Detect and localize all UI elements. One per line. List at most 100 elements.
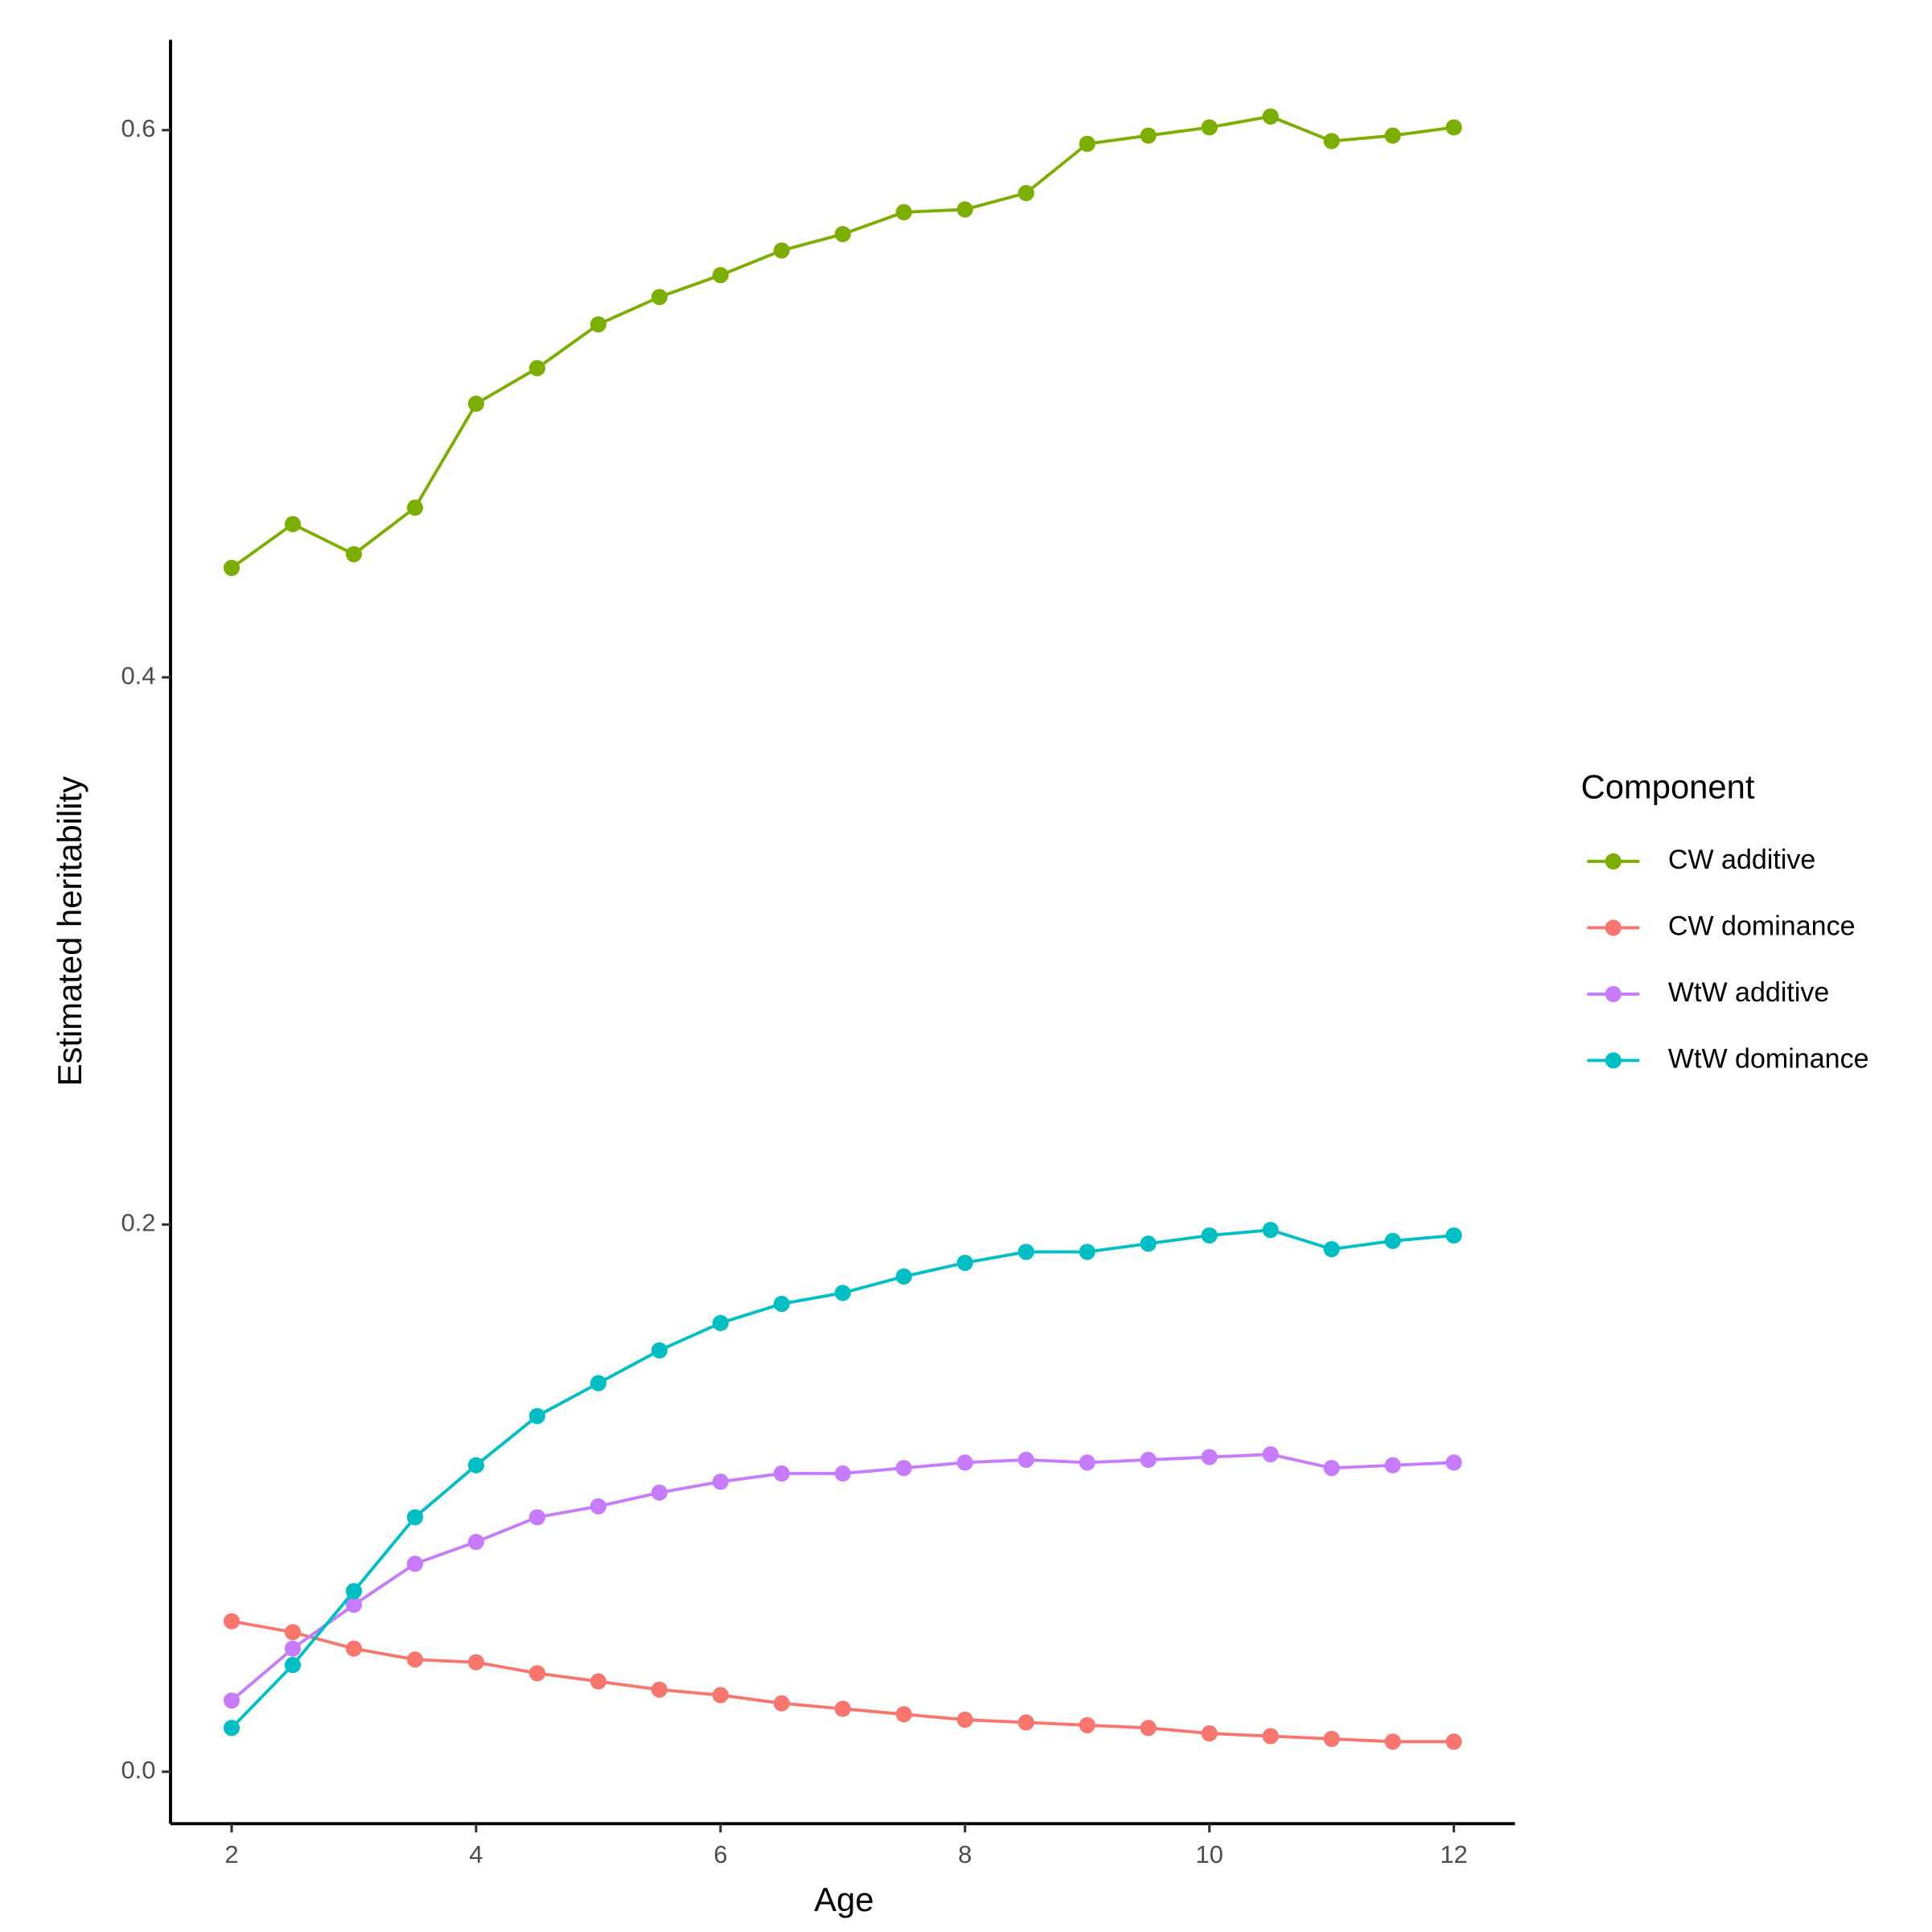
x-tick-label: 8 xyxy=(958,1840,972,1868)
data-point xyxy=(956,1254,973,1272)
data-point xyxy=(590,1673,606,1690)
data-point xyxy=(834,1700,851,1717)
data-point xyxy=(1140,127,1157,144)
data-point xyxy=(528,1665,545,1682)
data-point xyxy=(406,1556,424,1572)
data-point xyxy=(1262,1222,1279,1239)
data-point xyxy=(1323,1460,1340,1477)
data-point xyxy=(712,1474,729,1490)
series-line xyxy=(231,1619,1454,1744)
data-point xyxy=(651,1342,668,1359)
data-point xyxy=(467,395,484,412)
data-point xyxy=(406,1509,424,1526)
data-point xyxy=(1323,1240,1340,1258)
data-point xyxy=(345,1640,363,1657)
data-point xyxy=(284,516,302,532)
data-point xyxy=(712,1687,729,1704)
data-point xyxy=(1445,1733,1462,1750)
data-point xyxy=(1384,127,1401,144)
y-tick-label: 0.6 xyxy=(121,114,155,142)
data-point xyxy=(1017,1243,1034,1260)
data-point xyxy=(1017,1451,1034,1469)
x-tick-label: 6 xyxy=(713,1840,727,1868)
y-axis-label: Estimated heritability xyxy=(51,776,88,1086)
data-point xyxy=(528,360,545,376)
legend-marker xyxy=(1605,853,1622,870)
y-tick-label: 0.4 xyxy=(121,661,155,689)
data-point xyxy=(1445,1227,1462,1244)
data-point xyxy=(834,1285,851,1301)
data-point xyxy=(1079,1716,1095,1733)
data-point xyxy=(284,1640,302,1657)
data-point xyxy=(651,1681,668,1698)
data-point xyxy=(712,267,729,284)
data-point xyxy=(956,1712,973,1729)
data-point xyxy=(712,1314,729,1331)
data-point xyxy=(528,1408,545,1424)
data-point xyxy=(1445,1454,1462,1471)
legend-marker xyxy=(1605,919,1622,936)
data-point xyxy=(223,1613,240,1630)
data-point xyxy=(345,545,363,563)
legend-label: WtW dominance xyxy=(1668,1043,1869,1074)
data-point xyxy=(406,499,424,516)
data-point xyxy=(1140,1235,1157,1252)
data-point xyxy=(1384,1457,1401,1474)
data-point xyxy=(1201,1725,1218,1742)
data-point xyxy=(1445,119,1462,136)
data-point xyxy=(590,316,606,333)
data-point xyxy=(467,1654,484,1671)
x-tick-label: 12 xyxy=(1440,1840,1467,1868)
data-point xyxy=(1017,184,1034,202)
data-point xyxy=(895,1706,912,1723)
data-point xyxy=(467,1533,484,1551)
data-point xyxy=(651,1484,668,1501)
data-point xyxy=(1323,133,1340,150)
data-point xyxy=(1140,1720,1157,1737)
legend-marker xyxy=(1605,1052,1622,1069)
data-point xyxy=(956,201,973,218)
data-point xyxy=(590,1498,606,1515)
data-point xyxy=(223,559,240,577)
data-point xyxy=(773,1295,790,1313)
x-axis-label: Age xyxy=(814,1881,874,1918)
data-point xyxy=(1201,119,1218,136)
data-point xyxy=(895,1268,912,1285)
x-tick-label: 4 xyxy=(469,1840,483,1868)
data-point xyxy=(284,1657,302,1674)
data-point xyxy=(773,1465,790,1482)
data-point xyxy=(223,1720,240,1737)
data-point xyxy=(1323,1730,1340,1747)
data-point xyxy=(467,1457,484,1474)
y-tick-label: 0.0 xyxy=(121,1756,155,1784)
data-point xyxy=(651,289,668,306)
data-point xyxy=(834,225,851,243)
legend-marker xyxy=(1605,985,1622,1003)
data-point xyxy=(1079,1243,1095,1260)
data-point xyxy=(406,1651,424,1668)
data-point xyxy=(1140,1451,1157,1469)
x-tick-label: 10 xyxy=(1195,1840,1223,1868)
data-point xyxy=(895,203,912,220)
legend-label: WtW additive xyxy=(1668,977,1829,1008)
data-point xyxy=(590,1375,606,1391)
y-tick-label: 0.2 xyxy=(121,1209,155,1237)
data-point xyxy=(773,242,790,259)
data-point xyxy=(956,1454,973,1471)
data-point xyxy=(1201,1449,1218,1465)
legend-label: CW additive xyxy=(1668,845,1815,875)
data-point xyxy=(284,1624,302,1641)
x-tick-label: 2 xyxy=(224,1840,238,1868)
data-point xyxy=(1201,1227,1218,1244)
data-point xyxy=(1079,1454,1095,1471)
data-point xyxy=(834,1465,851,1482)
data-point xyxy=(1384,1733,1401,1750)
data-point xyxy=(223,1692,240,1709)
data-point xyxy=(345,1597,363,1613)
data-point xyxy=(1262,1446,1279,1463)
data-point xyxy=(773,1695,790,1712)
data-point xyxy=(1262,108,1279,125)
legend-title: Component xyxy=(1581,767,1755,805)
legend-label: CW dominance xyxy=(1668,911,1856,941)
